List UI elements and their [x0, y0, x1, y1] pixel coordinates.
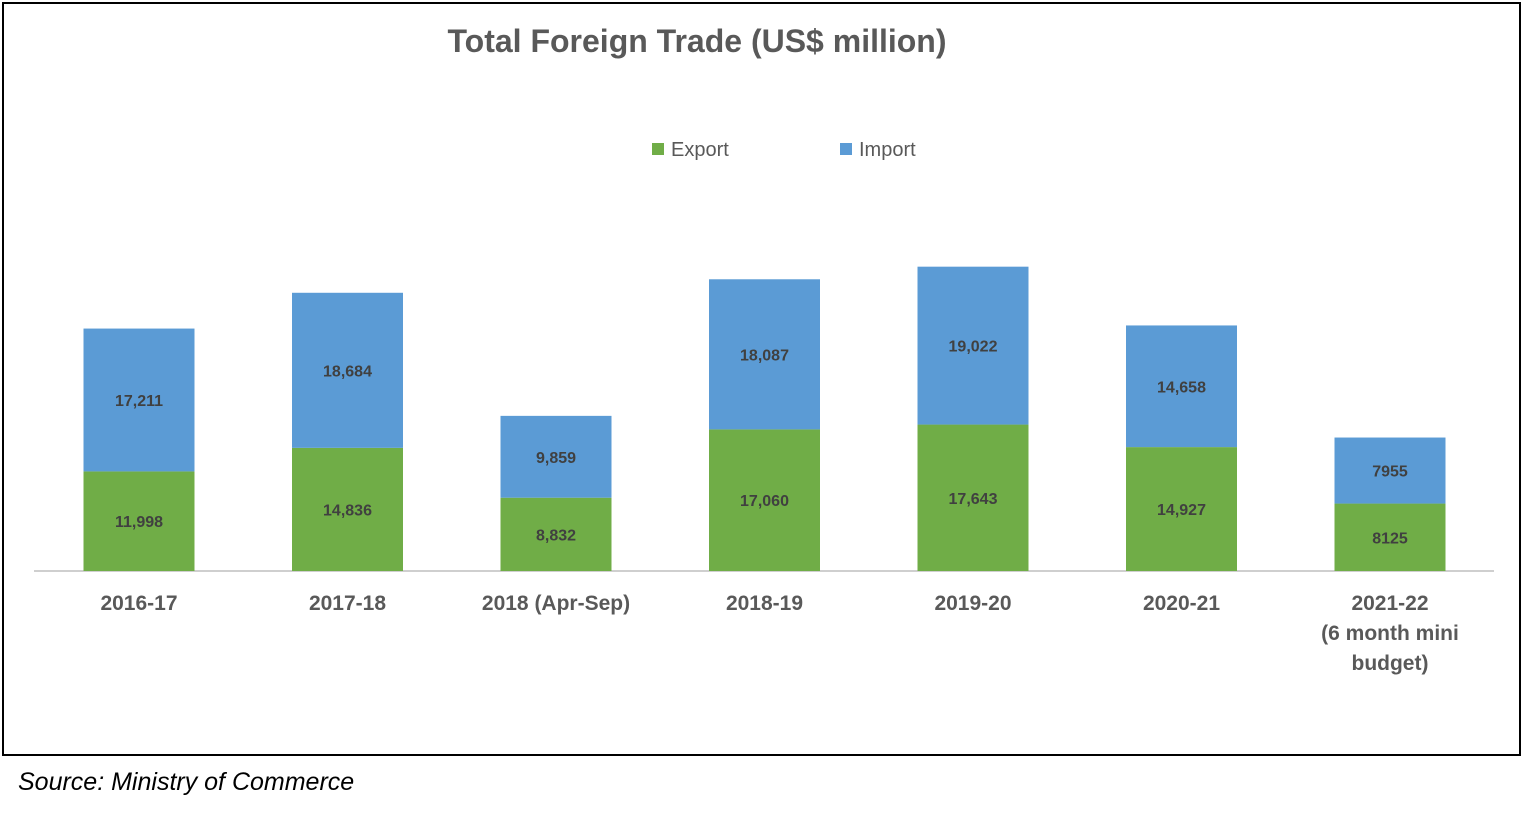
- bar-import: [1126, 325, 1237, 448]
- data-label-import: 17,211: [115, 393, 163, 410]
- bar-import: [292, 292, 403, 448]
- category-label: 2021-22: [1351, 592, 1428, 615]
- category-label: 2018-19: [726, 592, 803, 615]
- chart-frame: Total Foreign Trade (US$ million) Export…: [2, 2, 1521, 756]
- category-label: 2018 (Apr-Sep): [482, 592, 630, 615]
- category-label: 2016-17: [100, 592, 177, 615]
- bar-import: [917, 266, 1029, 425]
- legend-swatch-import: [840, 143, 852, 155]
- category-label: 2019-20: [934, 592, 1011, 615]
- bar-export: [1334, 503, 1446, 571]
- data-label-export: 8125: [1372, 530, 1408, 547]
- category-label: budget): [1352, 652, 1429, 675]
- bar-export: [917, 424, 1029, 571]
- data-label-import: 19,022: [949, 339, 998, 356]
- bar-export: [292, 447, 403, 571]
- data-label-import: 18,087: [740, 347, 789, 364]
- bars: 11,998 17,211 14,836 18,684 8,832 9,859 17,060…: [83, 266, 1446, 571]
- data-label-import: 7955: [1372, 464, 1408, 481]
- data-label-export: 14,836: [323, 502, 372, 519]
- data-label-export: 17,060: [740, 493, 789, 510]
- data-label-import: 18,684: [323, 363, 372, 380]
- chart-svg: Total Foreign Trade (US$ million) Export…: [34, 23, 1494, 675]
- data-label-export: 11,998: [115, 514, 163, 531]
- legend-label-export: Export: [671, 139, 729, 161]
- bar-import: [83, 328, 195, 472]
- bar-export: [83, 471, 195, 571]
- legend-label-import: Import: [859, 139, 916, 161]
- source-note: Source: Ministry of Commerce: [18, 768, 355, 796]
- category-label: (6 month mini: [1321, 622, 1459, 645]
- legend: Export Import: [652, 139, 916, 161]
- bar-import: [500, 415, 612, 498]
- category-label: 2017-18: [309, 592, 386, 615]
- bar-export: [1126, 447, 1237, 571]
- data-label-export: 14,927: [1157, 502, 1206, 519]
- bar-export: [709, 429, 820, 571]
- category-labels: 2016-17 2017-18 2018 (Apr-Sep) 2018-19 2019-…: [100, 592, 1458, 675]
- chart-title: Total Foreign Trade (US$ million): [448, 23, 947, 59]
- category-label: 2020-21: [1143, 592, 1220, 615]
- data-label-import: 14,658: [1157, 379, 1206, 396]
- bar-export: [500, 497, 612, 571]
- data-label-import: 9,859: [536, 450, 576, 467]
- data-label-export: 17,643: [949, 491, 998, 508]
- data-label-export: 8,832: [536, 527, 576, 544]
- bar-import: [709, 279, 820, 430]
- bar-import: [1334, 437, 1446, 504]
- legend-swatch-export: [652, 143, 664, 155]
